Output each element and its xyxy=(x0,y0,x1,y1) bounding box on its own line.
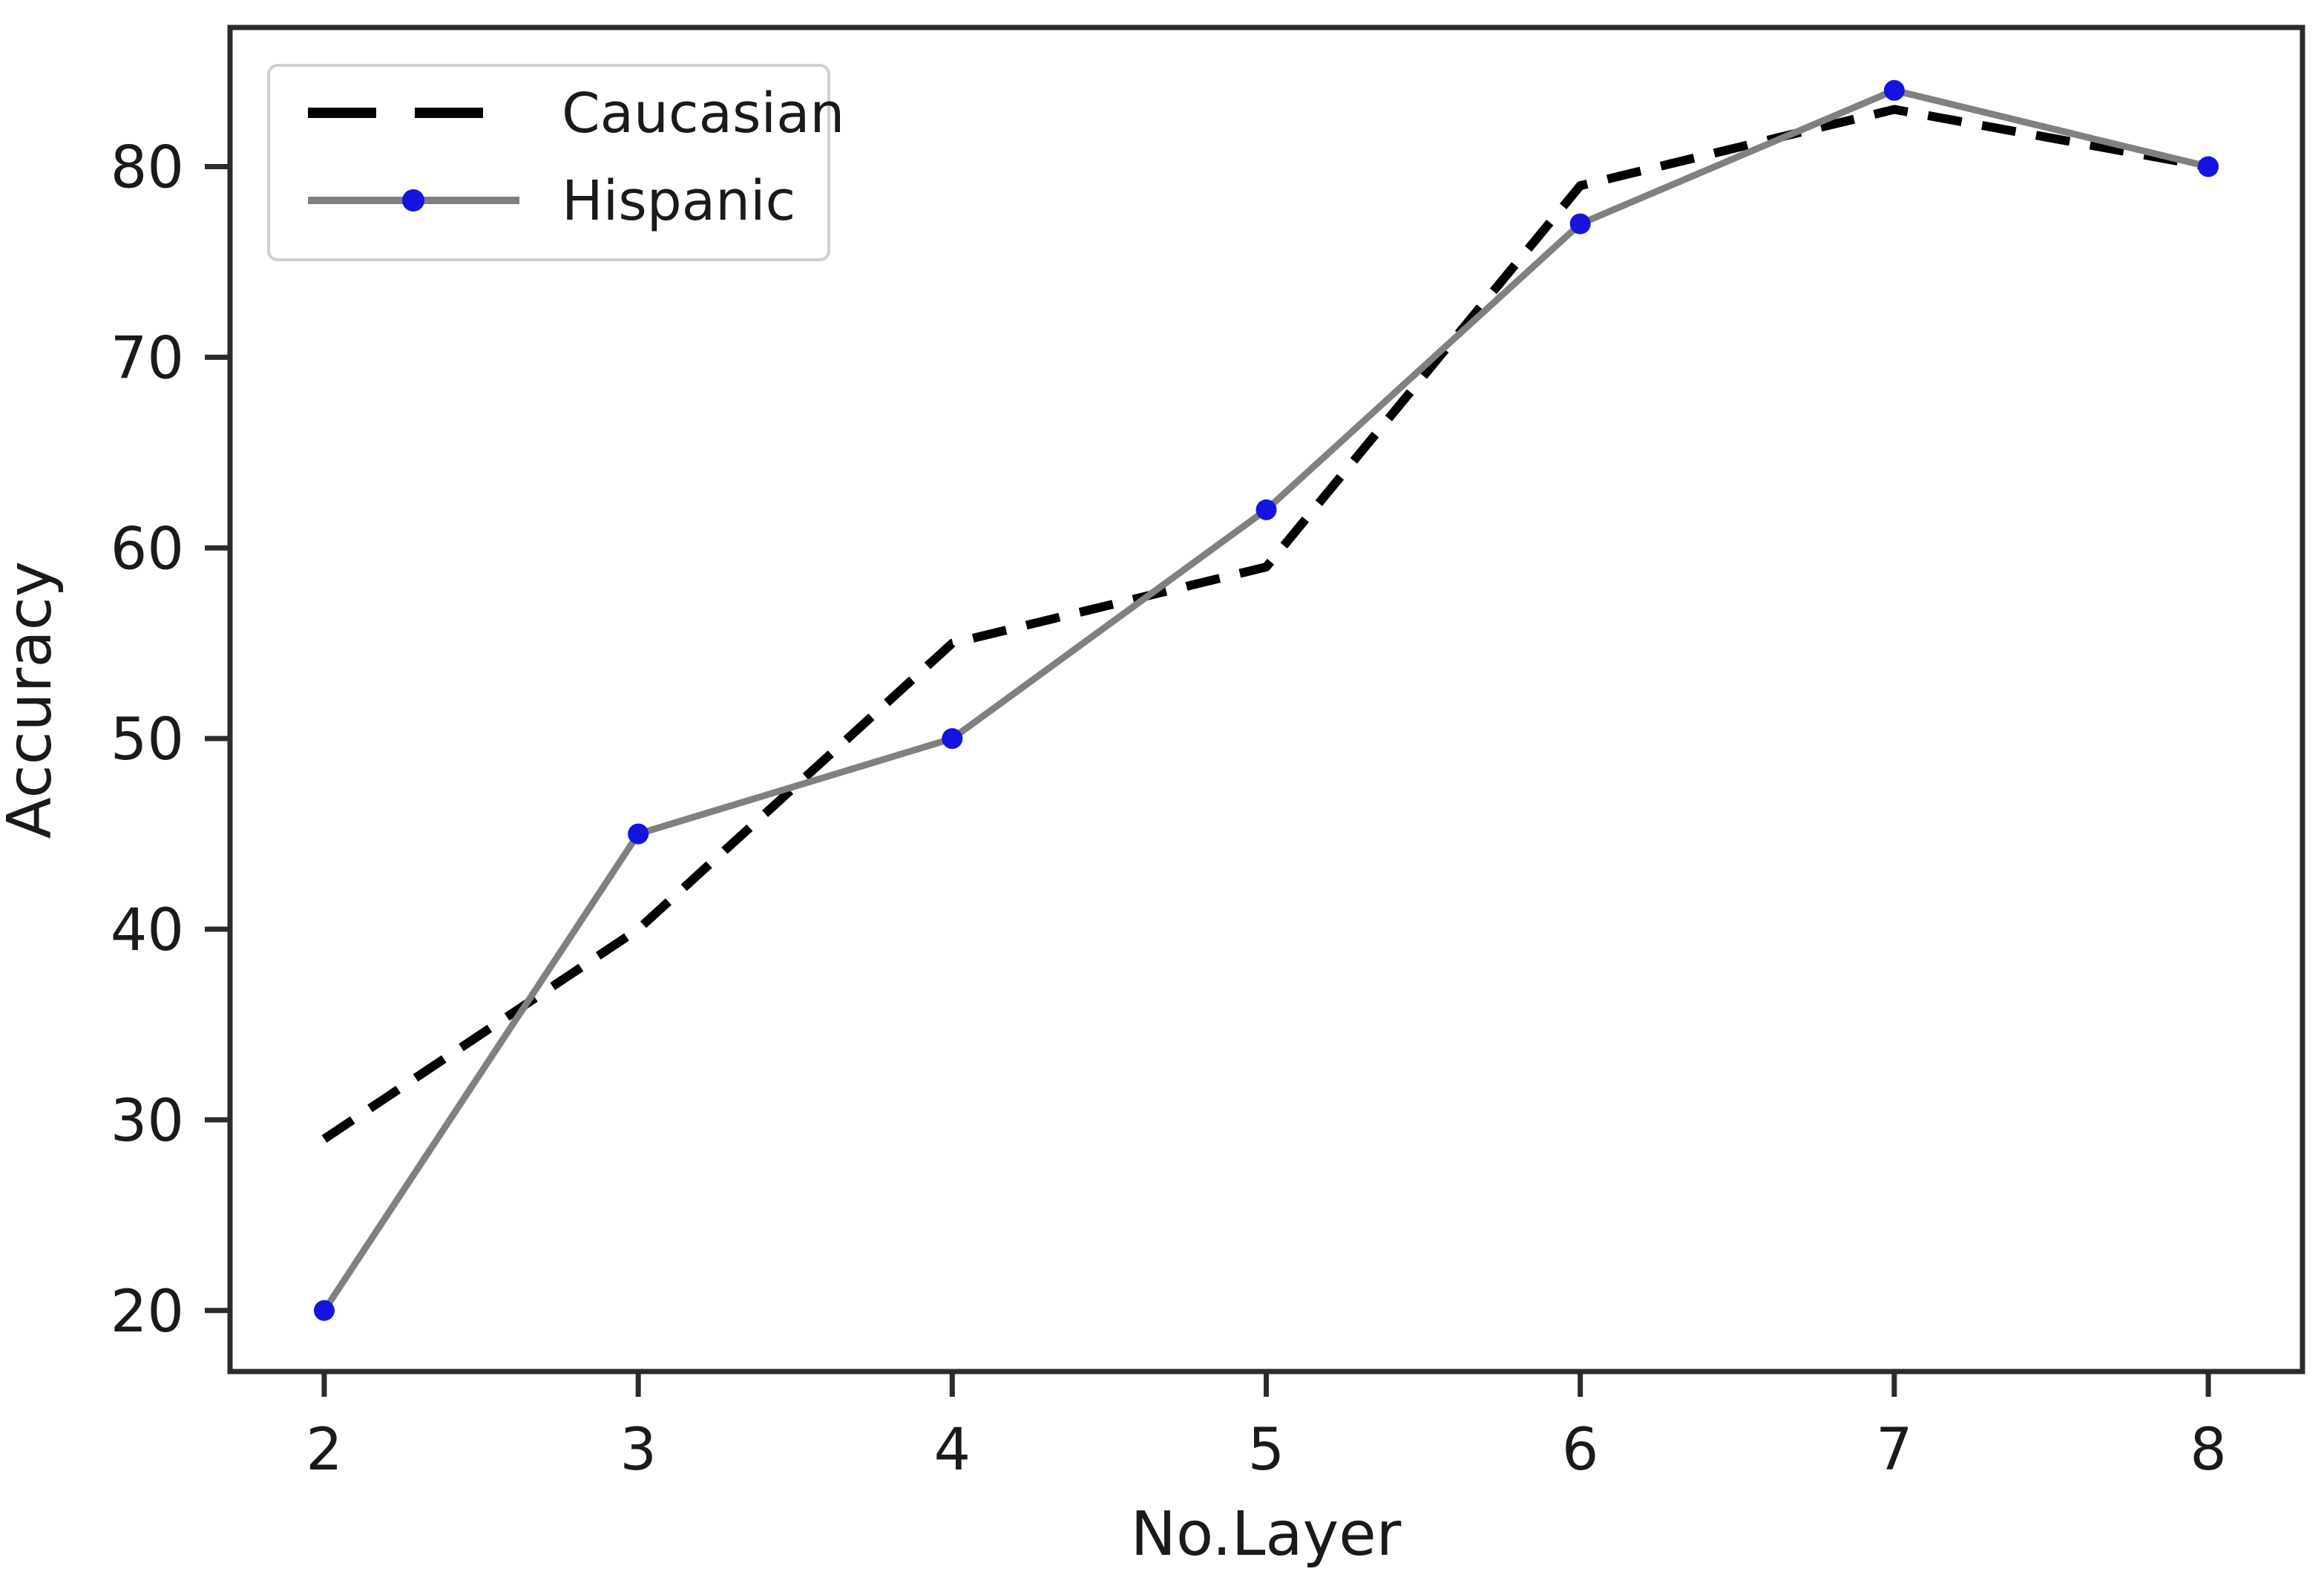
legend-item-caucasian: Caucasian xyxy=(308,82,844,145)
axes: 2 3 4 5 6 7 8 20 30 40 50 60 70 80 xyxy=(111,24,2305,1484)
x-tick-label: 7 xyxy=(1876,1417,1913,1484)
caucasian-line xyxy=(321,105,2210,1143)
legend-label-caucasian: Caucasian xyxy=(562,82,844,145)
hispanic-marker xyxy=(1569,213,1591,235)
hispanic-marker xyxy=(942,728,963,750)
y-tick-label: 20 xyxy=(111,1279,184,1346)
y-tick-label: 60 xyxy=(111,516,184,583)
legend: Caucasian Hispanic xyxy=(267,64,844,261)
x-tick-label: 5 xyxy=(1248,1417,1285,1484)
data-series xyxy=(313,79,2219,1321)
y-tick-label: 80 xyxy=(111,135,184,202)
x-tick-label: 2 xyxy=(306,1417,343,1484)
hispanic-marker xyxy=(628,823,649,845)
hispanic-marker xyxy=(313,1300,335,1321)
y-tick-label: 40 xyxy=(111,897,184,964)
hispanic-marker xyxy=(1883,79,1905,101)
x-tick-label: 6 xyxy=(1562,1417,1599,1484)
x-axis-title: No.Layer xyxy=(1131,1499,1402,1570)
hispanic-marker xyxy=(1255,499,1277,520)
x-tick-label: 3 xyxy=(620,1417,657,1484)
legend-item-hispanic: Hispanic xyxy=(308,169,795,233)
hispanic-marker-swatch-icon xyxy=(402,189,424,212)
legend-label-hispanic: Hispanic xyxy=(562,169,795,233)
y-tick-label: 50 xyxy=(111,707,184,773)
legend-box xyxy=(267,64,830,261)
hispanic-marker xyxy=(2198,156,2219,177)
x-tick-label: 4 xyxy=(933,1417,971,1484)
y-axis-title: Accuracy xyxy=(0,561,65,839)
x-tick-label: 8 xyxy=(2190,1417,2227,1484)
y-tick-label: 70 xyxy=(111,325,184,392)
y-tick-label: 30 xyxy=(111,1088,184,1155)
